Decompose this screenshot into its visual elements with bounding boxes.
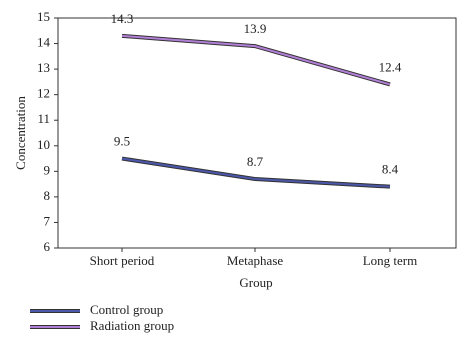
y-tick-label: 8 bbox=[44, 188, 51, 203]
y-axis-label: Concentration bbox=[13, 96, 28, 170]
data-label: 9.5 bbox=[114, 134, 130, 149]
data-label: 14.3 bbox=[111, 11, 134, 26]
x-axis-label: Group bbox=[239, 275, 272, 290]
data-label: 8.4 bbox=[382, 162, 399, 177]
series-line bbox=[121, 34, 391, 86]
y-tick-label: 7 bbox=[44, 213, 51, 228]
data-label: 13.9 bbox=[244, 21, 267, 36]
legend-label: Radiation group bbox=[90, 318, 174, 333]
plot-frame bbox=[57, 17, 457, 249]
series-line bbox=[121, 157, 391, 188]
data-label: 8.7 bbox=[247, 154, 264, 169]
series-outline bbox=[121, 33, 391, 87]
x-tick-label: Short period bbox=[90, 253, 155, 268]
y-tick-label: 9 bbox=[44, 162, 51, 177]
y-tick-label: 12 bbox=[37, 86, 50, 101]
x-tick-label: Metaphase bbox=[227, 253, 284, 268]
y-tick-label: 13 bbox=[37, 60, 50, 75]
data-label: 12.4 bbox=[379, 59, 402, 74]
y-tick-label: 10 bbox=[37, 137, 50, 152]
y-tick-label: 11 bbox=[37, 111, 50, 126]
y-tick-label: 14 bbox=[37, 35, 51, 50]
x-tick-label: Long term bbox=[363, 253, 418, 268]
y-tick-label: 15 bbox=[37, 9, 50, 24]
legend-label: Control group bbox=[90, 302, 163, 317]
y-tick-label: 6 bbox=[44, 239, 51, 254]
